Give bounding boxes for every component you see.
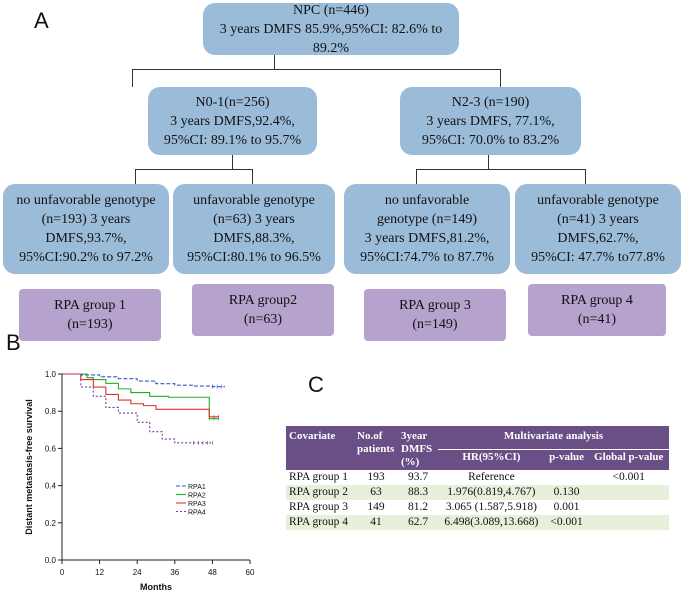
connector-n01-down	[232, 155, 233, 169]
cell-global-pvalue: <0.001	[612, 471, 645, 483]
node-no-unfavorable-n01: no unfavorable genotype (n=193) 3 years …	[3, 184, 169, 274]
connector-level2-left	[135, 169, 253, 170]
panel-label-b: B	[6, 330, 21, 355]
y-tick-label: 0.8	[45, 407, 57, 416]
connector-leaf2-up	[252, 169, 253, 184]
legend-label: RPA1	[188, 484, 206, 491]
connector-n23-down	[488, 155, 489, 169]
rpa-group-2-text: RPA group2 (n=63)	[228, 293, 298, 327]
node-unfavorable-n23: unfavorable genotype (n=41) 3 years DMFS…	[515, 184, 681, 274]
node-no-unfavorable-n01-text: no unfavorable genotype (n=193) 3 years …	[16, 193, 156, 265]
rpa-group-3-box: RPA group 3 (n=149)	[364, 289, 506, 341]
cell-dmfs: 62.7	[398, 515, 438, 530]
header-global-pvalue: Global p-value	[588, 449, 669, 470]
cell-covariate: RPA group 3	[289, 501, 349, 513]
connector-leaf1-up	[135, 169, 136, 184]
series-line-rpa1	[62, 373, 225, 388]
y-axis-title: Distant metastasis-free survival	[24, 399, 34, 535]
series-line-rpa2	[62, 373, 219, 420]
x-tick-label: 24	[133, 568, 142, 577]
cell-hr: 6.498(3.089,13.668)	[438, 515, 545, 530]
cell-dmfs: 88.3	[398, 485, 438, 500]
y-tick-label: 1.0	[45, 370, 57, 379]
rpa-group-4-text: RPA group 4 (n=41)	[561, 293, 633, 327]
table-row: RPA group 3 149 81.2 3.065 (1.587,5.918)…	[286, 500, 669, 515]
cell-hr: 1.976(0.819,4.767)	[438, 485, 545, 500]
node-n0-1: N0-1(n=256) 3 years DMFS,92.4%, 95%CI: 8…	[148, 87, 317, 155]
rpa-group-1-text: RPA group 1 (n=193)	[54, 298, 126, 332]
connector-leaf3-up	[416, 169, 417, 184]
connector-n01-up	[132, 69, 133, 87]
panel-label-c: C	[308, 372, 324, 397]
table-row: RPA group 4 41 62.7 6.498(3.089,13.668) …	[286, 515, 669, 530]
y-tick-label: 0.2	[45, 519, 57, 528]
header-dmfs: 3year DMFS (%)	[398, 426, 438, 470]
cell-global-pvalue	[588, 515, 669, 530]
y-tick-label: 0.0	[45, 556, 57, 565]
x-tick-label: 0	[60, 568, 65, 577]
cell-hr: 3.065 (1.587,5.918)	[445, 501, 537, 513]
header-multivariate: Multivariate analysis	[438, 426, 669, 450]
cell-pvalue: 0.130	[544, 485, 589, 500]
y-tick-label: 0.6	[45, 444, 57, 453]
rpa-group-3-text: RPA group 3 (n=149)	[399, 298, 471, 332]
header-hr: HR(95%CI)	[438, 449, 545, 470]
node-n2-3-text: N2-3 (n=190) 3 years DMFS, 77.1%, 95%CI:…	[421, 94, 560, 148]
cell-pvalue: <0.001	[544, 515, 589, 530]
connector-n23-up	[500, 69, 501, 87]
rpa-group-1-box: RPA group 1 (n=193)	[19, 289, 161, 341]
connector-leaf4-up	[585, 169, 586, 184]
header-patients: No.of patients	[354, 426, 398, 470]
rpa-group-4-box: RPA group 4 (n=41)	[528, 284, 666, 336]
y-tick-label: 0.4	[45, 482, 57, 491]
multivariate-table: Covariate No.of patients 3year DMFS (%) …	[286, 426, 669, 530]
node-unfavorable-n23-text: unfavorable genotype (n=41) 3 years DMFS…	[531, 193, 665, 265]
table-row: RPA group 1 193 93.7 Reference <0.001	[286, 470, 669, 485]
x-tick-label: 60	[246, 568, 255, 577]
cell-patients: 193	[367, 471, 385, 483]
connector-level2-right	[416, 169, 586, 170]
node-unfavorable-n01-text: unfavorable genotype (n=63) 3 years DMFS…	[187, 193, 321, 265]
rpa-group-2-box: RPA group2 (n=63)	[192, 284, 334, 336]
table-row: RPA group 2 63 88.3 1.976(0.819,4.767) 0…	[286, 485, 669, 500]
cell-global-pvalue	[588, 500, 669, 515]
cell-pvalue: 0.001	[553, 501, 580, 513]
cell-dmfs: 81.2	[407, 501, 429, 513]
series-line-rpa3	[62, 373, 219, 418]
cell-global-pvalue	[588, 485, 669, 500]
legend-label: RPA2	[188, 493, 206, 500]
panel-label-a: A	[34, 8, 49, 33]
series-line-rpa4	[62, 373, 213, 444]
survival-chart: 0 12 24 36 48 60 0.0 0.2 0.4 0.6 0.8 1.0 Months Dista…	[24, 370, 255, 592]
header-pvalue: p-value	[544, 449, 589, 470]
cell-covariate: RPA group 1	[289, 471, 349, 483]
cell-patients: 41	[354, 515, 398, 530]
x-tick-label: 36	[170, 568, 179, 577]
x-axis-title: Months	[140, 582, 172, 592]
cell-covariate: RPA group 4	[286, 515, 354, 530]
connector-level1-horizontal	[132, 69, 501, 70]
node-no-unfavorable-n23-text: no unfavorable genotype (n=149) 3 years …	[360, 193, 494, 265]
cell-pvalue	[545, 470, 589, 485]
node-npc-root-text: NPC (n=446) 3 years DMFS 85.9%,95%CI: 82…	[219, 2, 443, 56]
x-tick-label: 12	[95, 568, 104, 577]
cell-patients: 149	[367, 501, 385, 513]
legend-label: RPA3	[188, 501, 206, 508]
cell-hr: Reference	[468, 471, 515, 483]
cell-dmfs: 93.7	[407, 471, 429, 483]
node-n2-3: N2-3 (n=190) 3 years DMFS, 77.1%, 95%CI:…	[400, 87, 581, 155]
legend-label: RPA4	[188, 510, 206, 517]
header-covariate: Covariate	[286, 426, 354, 470]
connector-root-down	[274, 55, 275, 69]
node-n0-1-text: N0-1(n=256) 3 years DMFS,92.4%, 95%CI: 8…	[163, 94, 302, 148]
node-unfavorable-n01: unfavorable genotype (n=63) 3 years DMFS…	[173, 184, 335, 274]
x-tick-label: 48	[208, 568, 217, 577]
node-npc-root: NPC (n=446) 3 years DMFS 85.9%,95%CI: 82…	[203, 2, 459, 56]
node-no-unfavorable-n23: no unfavorable genotype (n=149) 3 years …	[344, 184, 510, 274]
cell-covariate: RPA group 2	[286, 485, 354, 500]
cell-patients: 63	[354, 485, 398, 500]
